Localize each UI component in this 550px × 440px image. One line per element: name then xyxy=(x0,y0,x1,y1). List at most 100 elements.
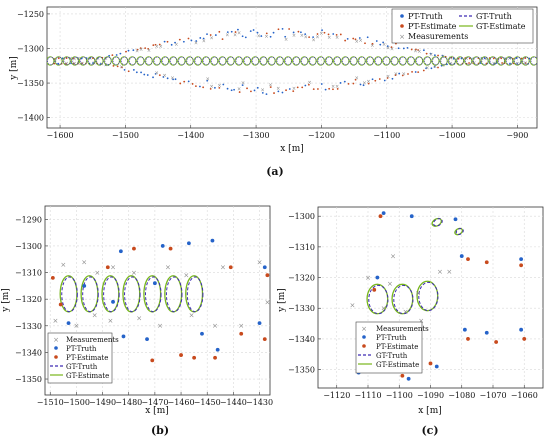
point-marker xyxy=(430,67,433,70)
measurement-marker: × xyxy=(390,46,394,52)
pt-truth-point xyxy=(519,327,524,332)
point-marker xyxy=(174,78,177,81)
point-marker xyxy=(383,79,386,82)
gt-truth-ellipse xyxy=(317,56,325,66)
chart-c-xlabel: x [m] xyxy=(418,406,442,416)
x-tick-label: −1080 xyxy=(448,391,475,400)
legend-a-pt-truth: PT-Truth xyxy=(408,12,443,21)
point-marker xyxy=(233,88,235,91)
gt-estimate-ellipse xyxy=(390,56,399,66)
point-marker xyxy=(422,49,425,52)
pt-estimate-point xyxy=(265,273,270,278)
point-marker xyxy=(139,47,142,50)
gt-truth-ellipse xyxy=(137,56,145,66)
point-marker xyxy=(382,41,385,44)
point-marker xyxy=(265,32,268,35)
measurement-marker: × xyxy=(331,84,335,90)
gt-truth-ellipse xyxy=(96,56,104,66)
y-tick-label: −1310 xyxy=(15,269,42,278)
measurement-marker: × xyxy=(131,269,137,277)
chart-b-ylabel: y [m] xyxy=(1,288,11,313)
measurement-marker: × xyxy=(170,75,174,81)
gt-truth-ellipse xyxy=(276,56,284,66)
pt-truth-point xyxy=(152,281,157,286)
measurement-marker: × xyxy=(429,52,433,58)
point-marker xyxy=(437,54,439,57)
point-marker xyxy=(174,41,176,44)
point-marker xyxy=(284,35,287,38)
point-marker xyxy=(304,33,307,36)
measurement-marker: × xyxy=(264,34,268,40)
x-tick-label: −1100 xyxy=(373,131,400,140)
x-tick-label: −1490 xyxy=(89,398,116,407)
y-tick-label: −1350 xyxy=(15,375,42,384)
x-tick-label: −1430 xyxy=(246,398,273,407)
pt-truth-point xyxy=(82,283,87,288)
gt-truth-ellipse xyxy=(497,56,506,66)
pt-estimate-point xyxy=(168,246,173,251)
legend-a-pt-truth-marker xyxy=(400,14,404,18)
gt-truth-ellipse xyxy=(161,56,170,66)
point-marker xyxy=(163,40,166,43)
point-marker xyxy=(250,90,252,93)
pt-truth-point xyxy=(519,257,524,262)
pt-estimate-point xyxy=(400,373,405,378)
point-marker xyxy=(238,91,241,93)
measurement-marker: × xyxy=(413,48,417,54)
point-marker xyxy=(127,70,130,73)
x-tick-label: −1120 xyxy=(323,391,350,400)
point-marker xyxy=(390,46,393,49)
x-tick-label: −1110 xyxy=(354,391,381,400)
point-marker xyxy=(241,35,244,38)
point-marker xyxy=(515,57,518,60)
point-marker xyxy=(429,52,432,55)
measurement-marker: × xyxy=(165,264,171,272)
point-marker xyxy=(374,79,377,82)
point-marker xyxy=(112,64,115,67)
measurement-marker: × xyxy=(194,41,198,47)
x-tick-label: −1300 xyxy=(243,131,270,140)
x-tick-label: −1060 xyxy=(511,391,538,400)
point-marker xyxy=(320,83,323,85)
point-marker xyxy=(222,83,225,86)
point-marker xyxy=(253,89,256,92)
point-marker xyxy=(195,40,198,42)
point-marker xyxy=(199,85,201,88)
pt-estimate-point xyxy=(150,358,155,363)
point-marker xyxy=(152,44,155,47)
measurement-marker: × xyxy=(507,56,511,62)
y-tick-label: −1310 xyxy=(288,243,315,252)
point-marker xyxy=(57,62,60,65)
point-marker xyxy=(352,37,355,40)
pt-truth-point xyxy=(434,364,439,369)
measurement-marker: × xyxy=(292,33,296,39)
point-marker xyxy=(366,36,369,39)
measurement-marker: × xyxy=(257,258,263,266)
measurement-marker: × xyxy=(311,37,315,43)
point-marker xyxy=(65,57,68,59)
measurement-marker: × xyxy=(415,289,421,297)
point-marker xyxy=(206,33,208,36)
gt-truth-ellipse xyxy=(366,56,375,66)
point-marker xyxy=(297,30,300,33)
point-marker xyxy=(89,57,92,59)
measurement-marker: × xyxy=(387,280,393,288)
y-tick-label: −1320 xyxy=(15,295,42,304)
gt-estimate-ellipse xyxy=(70,56,79,66)
point-marker xyxy=(162,76,165,78)
gt-truth-ellipse xyxy=(165,276,183,313)
gt-truth-ellipse xyxy=(293,56,301,66)
point-marker xyxy=(179,82,182,85)
measurement-marker: × xyxy=(60,261,66,269)
x-tick-label: −1510 xyxy=(37,398,64,407)
measurement-marker: × xyxy=(119,64,123,70)
gt-truth-ellipse xyxy=(506,56,514,66)
gt-truth-ellipse xyxy=(88,56,96,66)
point-marker xyxy=(214,86,216,89)
measurement-marker: × xyxy=(394,71,398,77)
x-tick-label: −1470 xyxy=(141,398,168,407)
pt-estimate-point xyxy=(179,353,183,357)
legend-a-pt-estimate: PT-Estimate xyxy=(408,22,457,31)
point-marker xyxy=(394,74,397,76)
